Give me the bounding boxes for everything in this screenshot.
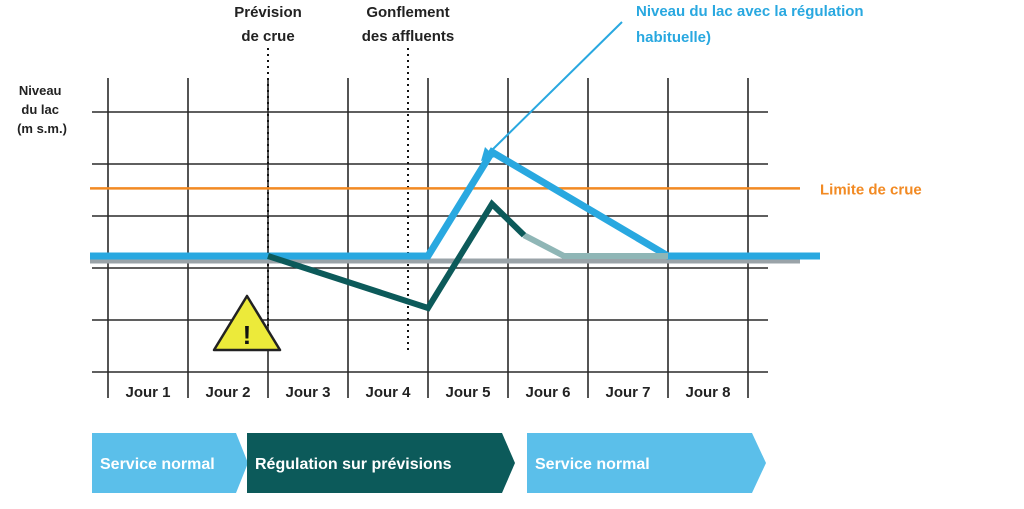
- x-axis-ticks: Jour 1 Jour 2 Jour 3 Jour 4 Jour 5 Jour 6 Jour…: [125, 384, 730, 401]
- y-axis-label: Niveau du lac (m s.m.): [17, 83, 67, 136]
- series-forecast-return: [522, 232, 668, 259]
- phase-label: Régulation sur prévisions: [255, 456, 452, 473]
- x-tick-label: Jour 7: [605, 384, 650, 401]
- chart-grid: [92, 78, 768, 398]
- x-tick-label: Jour 8: [685, 384, 730, 401]
- x-tick-label: Jour 4: [365, 384, 411, 401]
- phase-label: Service normal: [100, 456, 215, 473]
- phase-arrow: [527, 433, 766, 493]
- x-tick-label: Jour 2: [205, 384, 250, 401]
- phase-arrow: [247, 433, 515, 493]
- x-tick-label: Jour 3: [285, 384, 330, 401]
- flood-limit-label: Limite de crue: [820, 181, 922, 198]
- event-label: Gonflement des affluents: [362, 4, 455, 45]
- annotation-arrow: [481, 21, 623, 161]
- event-label: Prévision de crue: [234, 4, 302, 45]
- warning-triangle-icon: !: [212, 294, 282, 352]
- usual-regulation-annotation: Niveau du lac avec la régulation habitue…: [636, 3, 868, 46]
- event-markers: Prévision de crue Gonflement des affluents: [234, 4, 454, 350]
- phase-bar: Service normal Régulation sur prévisions S…: [92, 433, 766, 493]
- phase-arrow: [92, 433, 248, 493]
- phase-label: Service normal: [535, 456, 650, 473]
- x-tick-label: Jour 1: [125, 384, 170, 401]
- svg-text:!: !: [243, 320, 252, 350]
- flood-limit: Limite de crue: [90, 181, 922, 198]
- x-tick-label: Jour 5: [445, 384, 490, 401]
- series-lines: [90, 147, 820, 312]
- series-usual-regulation: [90, 147, 820, 260]
- series-forecast-regulation: [267, 199, 527, 312]
- x-tick-label: Jour 6: [525, 384, 570, 401]
